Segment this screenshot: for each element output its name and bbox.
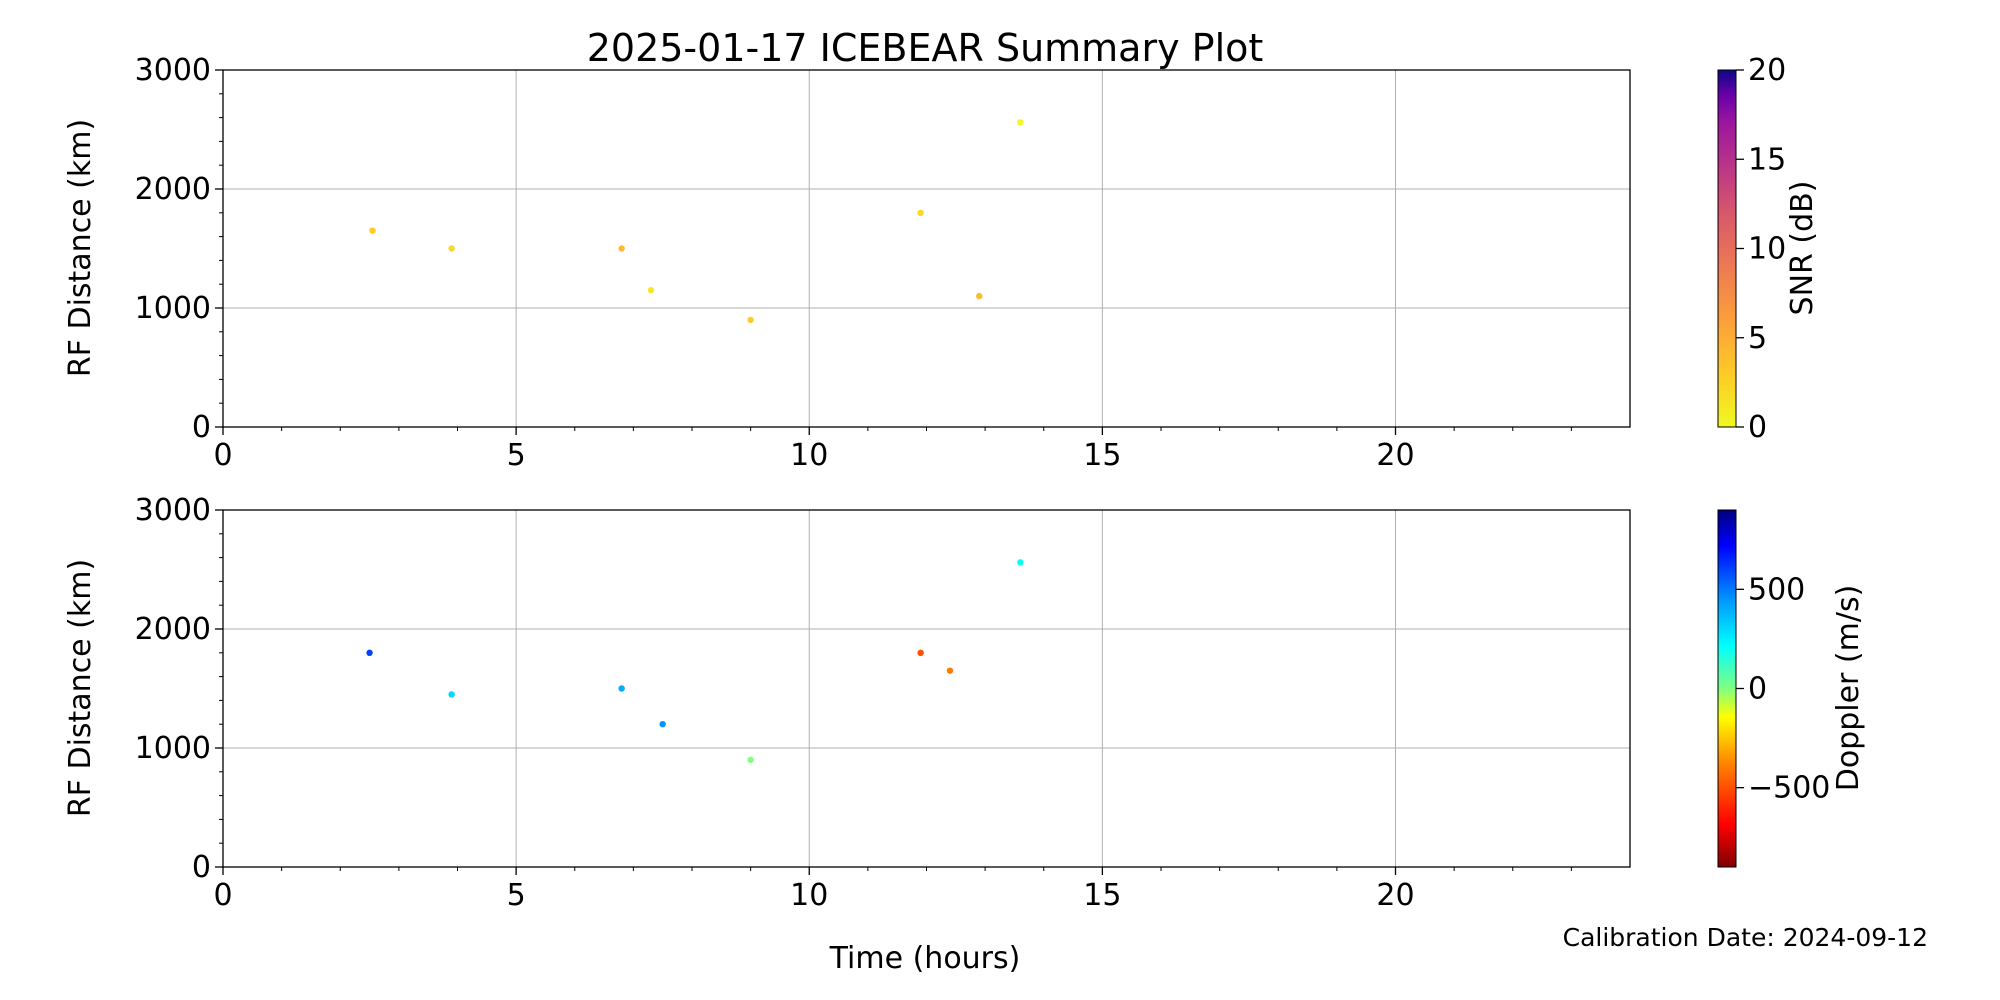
snr-axes-frame [222, 69, 1631, 428]
scatter-point [366, 649, 373, 656]
x-tick-label: 20 [1376, 878, 1414, 913]
x-tick-label: 5 [507, 438, 526, 473]
snr-ticks: 0 5 10 15 20 0 1000 2000 3000 [135, 53, 1572, 473]
scatter-point [659, 721, 666, 728]
scatter-point [747, 316, 754, 324]
x-tick-label: 0 [213, 438, 232, 473]
scatter-point [448, 691, 455, 698]
y-tick-label: 1000 [135, 731, 211, 766]
snr-colorbar-tick-label: 15 [1748, 142, 1786, 177]
scatter-point [917, 209, 924, 216]
scatter-point [647, 286, 655, 294]
x-tick-label: 0 [213, 878, 232, 913]
scatter-point [747, 756, 754, 764]
x-tick-label: 15 [1083, 878, 1121, 913]
snr-ylabel: RF Distance (km) [63, 119, 98, 377]
doppler-grid [222, 509, 1630, 868]
x-tick-label: 10 [790, 438, 828, 473]
scatter-point [976, 292, 983, 300]
snr-colorbar-label: SNR (dB) [1785, 181, 1820, 316]
y-tick-label: 3000 [135, 53, 211, 88]
y-tick-label: 3000 [135, 493, 211, 528]
x-tick-label: 15 [1083, 438, 1121, 473]
scatter-point [448, 245, 455, 252]
y-tick-label: 0 [192, 850, 211, 885]
scatter-point [618, 245, 625, 252]
y-tick-label: 0 [192, 410, 211, 445]
figure-title: 2025-01-17 ICEBEAR Summary Plot [587, 26, 1264, 70]
snr-colorbar [1717, 69, 1737, 428]
doppler-colorbar-ticks: 500 0 −500 [1736, 572, 1830, 806]
snr-panel: 0 5 10 15 20 0 1000 2000 3000 RF Distance (km) [63, 53, 1631, 473]
snr-colorbar-tick-label: 20 [1748, 53, 1786, 88]
doppler-colorbar-label: Doppler (m/s) [1831, 585, 1866, 792]
scatter-point [369, 227, 376, 234]
y-tick-label: 2000 [135, 172, 211, 207]
x-axis-label: Time (hours) [829, 941, 1021, 976]
x-tick-label: 5 [507, 878, 526, 913]
y-tick-label: 2000 [135, 612, 211, 647]
doppler-axes-frame [222, 509, 1631, 868]
y-tick-label: 1000 [135, 291, 211, 326]
snr-scatter [369, 119, 1024, 324]
doppler-colorbar-tick-label: −500 [1748, 771, 1830, 806]
doppler-colorbar-tick-label: 500 [1748, 572, 1805, 607]
scatter-point [1017, 559, 1024, 566]
x-tick-label: 20 [1376, 438, 1414, 473]
scatter-point [917, 649, 924, 656]
doppler-ylabel: RF Distance (km) [63, 559, 98, 817]
snr-colorbar-ticks: 0 5 10 15 20 [1736, 53, 1786, 445]
doppler-panel: 0 5 10 15 20 0 1000 2000 3000 RF Distance (km) [63, 493, 1631, 913]
doppler-colorbar [1717, 509, 1737, 868]
snr-colorbar-tick-label: 10 [1748, 232, 1786, 267]
calibration-date: Calibration Date: 2024-09-12 [1563, 923, 1928, 952]
snr-colorbar-tick-label: 0 [1748, 410, 1767, 445]
doppler-colorbar-tick-label: 0 [1748, 672, 1767, 707]
scatter-point [1017, 119, 1024, 126]
doppler-ticks: 0 5 10 15 20 0 1000 2000 3000 [135, 493, 1572, 913]
scatter-point [946, 667, 954, 674]
snr-colorbar-tick-label: 5 [1748, 321, 1767, 356]
x-tick-label: 10 [790, 878, 828, 913]
scatter-point [618, 685, 625, 692]
snr-grid [222, 69, 1630, 428]
doppler-scatter [366, 559, 1024, 764]
